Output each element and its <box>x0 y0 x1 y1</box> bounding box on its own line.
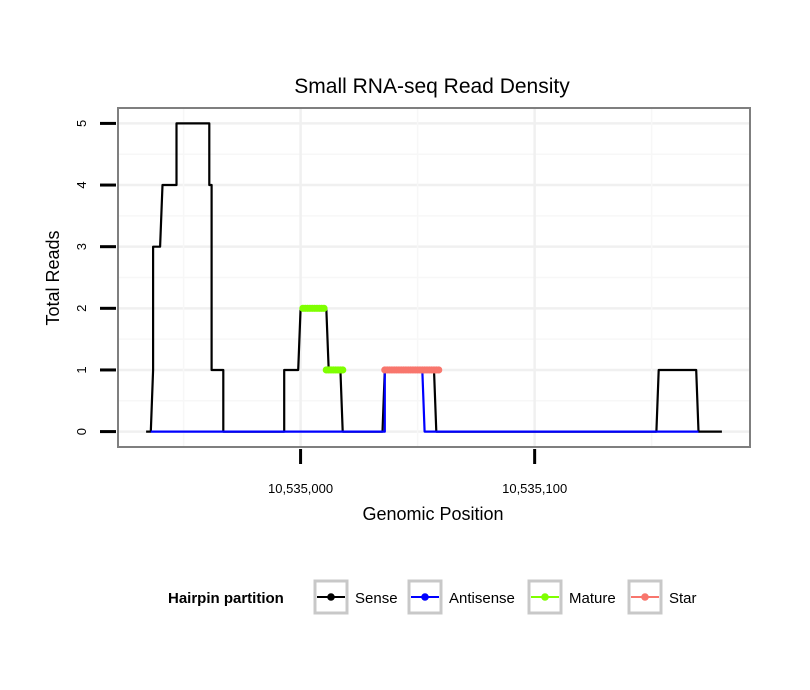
y-tick-label: 1 <box>74 366 89 373</box>
y-tick-label: 2 <box>74 305 89 312</box>
legend-item-sense: Sense <box>313 579 398 615</box>
legend-entries: Sense Antisense Mature Star <box>313 579 697 615</box>
point-mature <box>339 366 347 374</box>
x-tick-label: 10,535,000 <box>268 481 333 496</box>
legend: Hairpin partition Sense Antisense Mature St… <box>168 579 697 615</box>
legend-key-dot <box>327 593 335 601</box>
x-axis-label: Genomic Position <box>362 504 503 524</box>
legend-item-mature: Mature <box>527 579 616 615</box>
legend-item-star: Star <box>627 579 697 615</box>
x-tick-label: 10,535,100 <box>502 481 567 496</box>
y-tick-label: 4 <box>74 181 89 188</box>
point-mature <box>320 304 328 312</box>
plot-panel-border <box>117 107 751 448</box>
y-tick-label: 0 <box>74 428 89 435</box>
legend-title: Hairpin partition <box>168 590 284 607</box>
chart-title: Small RNA-seq Read Density <box>294 75 570 98</box>
legend-item-antisense: Antisense <box>407 579 515 615</box>
y-tick-label: 5 <box>74 120 89 127</box>
point-star <box>435 366 443 374</box>
legend-label: Star <box>669 590 697 607</box>
legend-label: Antisense <box>449 590 515 607</box>
y-tick-label: 3 <box>74 243 89 250</box>
legend-label: Mature <box>569 590 616 607</box>
legend-label: Sense <box>355 590 398 607</box>
legend-key-dot <box>641 593 649 601</box>
x-axis-ticks: 10,535,000 10,535,100 <box>268 449 567 496</box>
grid-lines <box>118 108 750 447</box>
legend-key-dot <box>541 593 549 601</box>
y-axis-label: Total Reads <box>43 230 63 325</box>
legend-key-dot <box>421 593 429 601</box>
y-axis-ticks: 0 1 2 3 4 5 <box>74 120 116 435</box>
series-points <box>299 304 443 374</box>
